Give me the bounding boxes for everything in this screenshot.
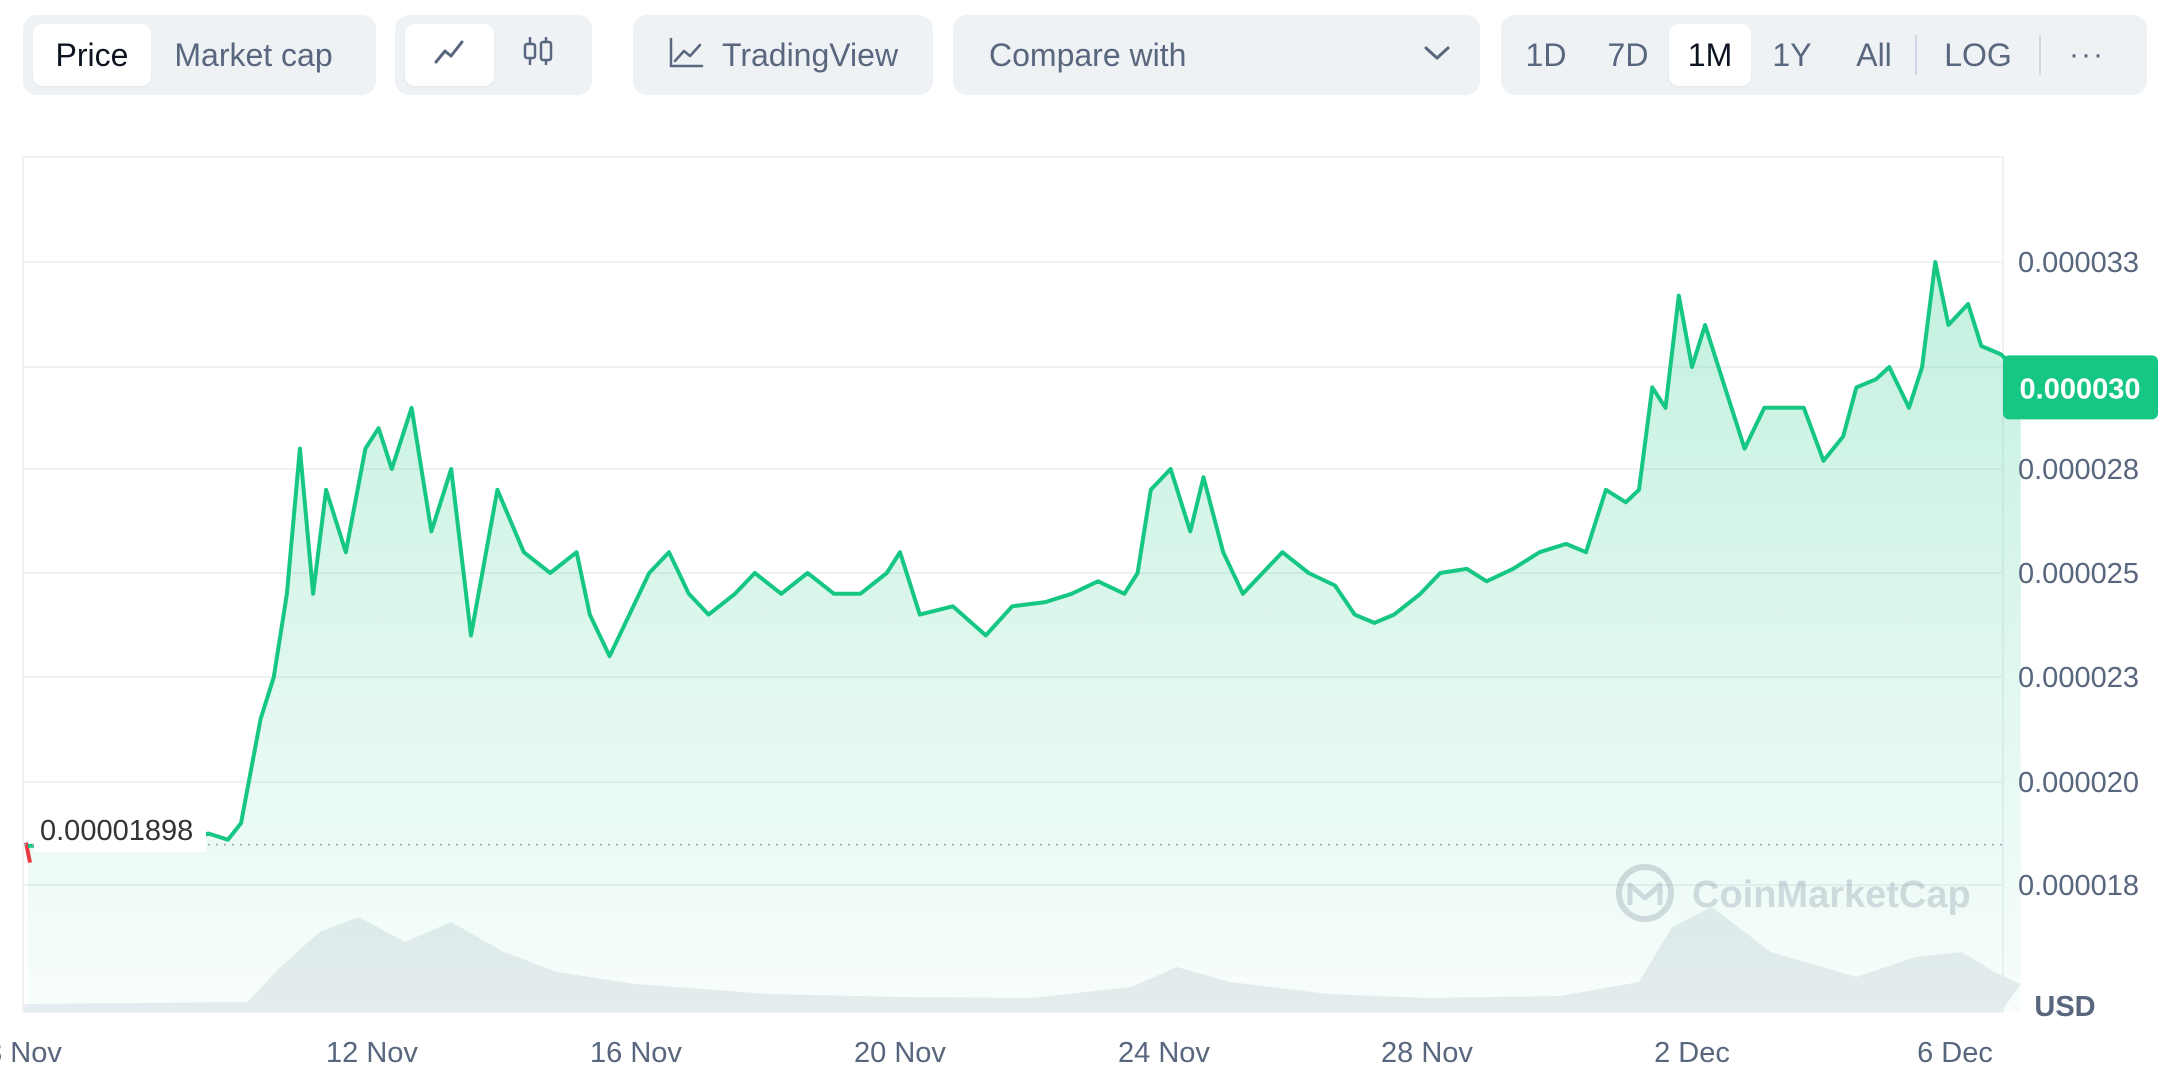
tradingview-label: TradingView [721, 36, 899, 73]
price-line-below-reference [24, 842, 32, 864]
x-tick-label: 6 Dec [1917, 1037, 1993, 1069]
more-divider [2039, 35, 2041, 75]
candlestick-button[interactable] [494, 24, 583, 86]
chevron-down-icon [1422, 43, 1452, 68]
range-1d[interactable]: 1D [1525, 36, 1567, 73]
y-tick-label: 0.000023 [2018, 662, 2139, 694]
y-tick-label: 0.000018 [2018, 870, 2139, 902]
price-marketcap-toggle: Price Market cap [23, 15, 376, 95]
x-tick-label: 2 Dec [1654, 1037, 1730, 1069]
line-chart-button[interactable] [405, 24, 494, 86]
price-tab[interactable]: Price [33, 24, 151, 86]
x-tick-label: 16 Nov [590, 1037, 682, 1069]
price-line [27, 260, 2023, 848]
x-tick-label: 12 Nov [326, 1037, 418, 1069]
watermark-text: CoinMarketCap [1692, 874, 1971, 916]
range-1y[interactable]: 1Y [1772, 36, 1812, 73]
reference-price-label: 0.00001898 [40, 815, 193, 847]
y-tick-label: 0.000020 [2018, 767, 2139, 799]
line-chart-icon [432, 34, 466, 76]
candlestick-icon [520, 33, 556, 77]
tradingview-icon [668, 37, 704, 74]
chart-type-toggle [395, 15, 592, 95]
range-1m[interactable]: 1M [1669, 24, 1751, 86]
x-tick-label: 28 Nov [1381, 1037, 1473, 1069]
coinmarketcap-watermark: CoinMarketCap [1616, 864, 1971, 922]
range-divider [1915, 35, 1917, 75]
reference-price-label-bg [34, 808, 206, 852]
y-tick-label: 0.000025 [2018, 558, 2139, 590]
compare-with-label: Compare with [989, 36, 1187, 73]
x-tick-label: 8 Nov [0, 1037, 62, 1069]
y-tick-label: 0.000033 [2018, 247, 2139, 279]
x-tick-label: 20 Nov [854, 1037, 946, 1069]
current-price-tag: 0.000030 [2003, 355, 2158, 420]
current-price-label: 0.000030 [2020, 373, 2141, 405]
more-options-button[interactable]: ··· [2069, 38, 2105, 71]
x-tick-label: 24 Nov [1118, 1037, 1210, 1069]
market-cap-tab[interactable]: Market cap [174, 36, 333, 73]
range-7d[interactable]: 7D [1607, 36, 1649, 73]
coinmarketcap-logo-icon [1616, 864, 1674, 922]
time-range-selector: 1D 7D 1M 1Y All LOG ··· [1501, 15, 2147, 95]
price-area-fill [28, 262, 2021, 1012]
y-tick-label: 0.000028 [2018, 454, 2139, 486]
currency-label: USD [2034, 991, 2095, 1023]
range-all[interactable]: All [1856, 36, 1892, 73]
tradingview-button[interactable]: TradingView [633, 15, 933, 95]
compare-with-dropdown[interactable]: Compare with [953, 15, 1480, 95]
log-toggle[interactable]: LOG [1944, 36, 2012, 73]
